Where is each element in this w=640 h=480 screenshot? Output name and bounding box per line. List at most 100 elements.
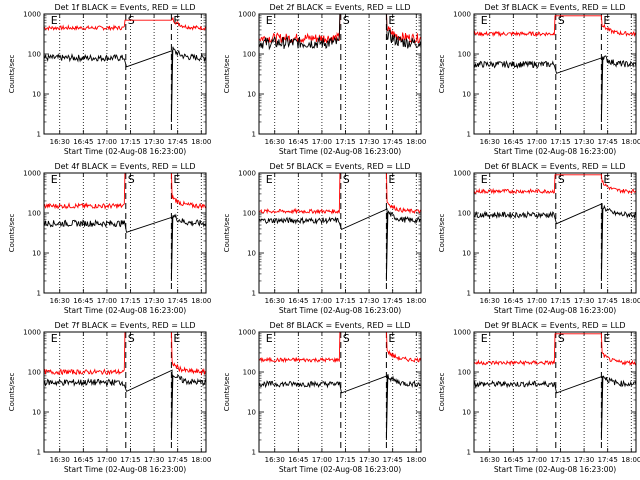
x-tick-label: 17:00	[97, 456, 117, 464]
x-tick-label: 18:00	[621, 138, 640, 146]
x-tick-label: 17:15	[335, 456, 355, 464]
x-tick-label: 17:15	[335, 138, 355, 146]
y-tick-label: 10	[32, 250, 41, 258]
x-tick-label: 17:00	[527, 297, 547, 305]
y-tick-label: 1	[37, 290, 41, 298]
chart-panel-1: Det 1f BLACK = Events, RED = LLD Counts/s…	[8, 3, 211, 156]
y-tick-label: 1000	[238, 11, 256, 19]
y-tick-label: 10	[462, 409, 471, 417]
x-tick-label: 17:30	[144, 456, 164, 464]
marker-label: E	[173, 14, 180, 27]
chart-title: Det 7f BLACK = Events, RED = LLD	[54, 321, 195, 330]
x-tick-label: 16:45	[288, 456, 308, 464]
x-tick-label: 17:30	[144, 297, 164, 305]
x-tick-label: 17:15	[120, 297, 140, 305]
chart-title: Det 1f BLACK = Events, RED = LLD	[54, 3, 195, 12]
y-tick-label: 100	[458, 369, 471, 377]
x-tick-label: 16:45	[73, 138, 93, 146]
x-tick-label: 16:45	[503, 297, 523, 305]
marker-label: E	[266, 14, 273, 27]
series-line-events	[474, 203, 636, 282]
series-line-events	[44, 46, 206, 123]
x-tick-label: 17:45	[598, 138, 618, 146]
x-tick-label: 18:00	[191, 456, 211, 464]
chart-title: Det 5f BLACK = Events, RED = LLD	[269, 162, 410, 171]
x-axis-label: Start Time (02-Aug-08 16:23:00)	[279, 465, 401, 474]
y-tick-label: 10	[32, 91, 41, 99]
series-line-events	[259, 14, 421, 51]
x-tick-label: 16:45	[503, 138, 523, 146]
y-tick-label: 100	[28, 51, 41, 59]
marker-label: E	[603, 173, 610, 186]
y-axis-label: Counts/sec	[223, 373, 231, 412]
x-axis-label: Start Time (02-Aug-08 16:23:00)	[64, 465, 186, 474]
x-tick-label: 16:30	[265, 297, 285, 305]
series-line-lld	[474, 15, 636, 38]
marker-label: E	[266, 332, 273, 345]
chart-panel-8: Det 8f BLACK = Events, RED = LLD Counts/s…	[223, 321, 426, 474]
x-tick-label: 18:00	[191, 297, 211, 305]
y-tick-label: 1000	[23, 170, 41, 178]
chart-panel-7: Det 7f BLACK = Events, RED = LLD Counts/s…	[8, 321, 211, 474]
x-tick-label: 16:30	[265, 138, 285, 146]
x-tick-label: 17:15	[120, 456, 140, 464]
series-line-lld	[44, 332, 206, 376]
x-tick-label: 17:45	[383, 138, 403, 146]
y-tick-label: 10	[247, 250, 256, 258]
marker-label: E	[51, 173, 58, 186]
x-tick-label: 17:45	[598, 456, 618, 464]
y-tick-label: 10	[247, 91, 256, 99]
chart-title: Det 6f BLACK = Events, RED = LLD	[484, 162, 625, 171]
x-tick-label: 18:00	[406, 456, 426, 464]
y-tick-label: 1	[467, 290, 471, 298]
plot-frame	[473, 13, 637, 135]
y-tick-label: 1000	[453, 170, 471, 178]
y-tick-label: 1000	[23, 329, 41, 337]
chart-panel-2: Det 2f BLACK = Events, RED = LLD Counts/s…	[223, 3, 426, 156]
x-tick-label: 16:30	[50, 456, 70, 464]
x-tick-label: 17:30	[574, 297, 594, 305]
marker-label: E	[266, 173, 273, 186]
y-tick-label: 100	[458, 51, 471, 59]
marker-label: E	[51, 14, 58, 27]
x-tick-label: 17:00	[527, 138, 547, 146]
y-tick-label: 1	[467, 449, 471, 457]
y-tick-label: 1000	[453, 329, 471, 337]
y-tick-label: 1	[37, 449, 41, 457]
chart-title: Det 4f BLACK = Events, RED = LLD	[54, 162, 195, 171]
plot-frame	[43, 13, 207, 135]
x-tick-label: 16:45	[288, 138, 308, 146]
chart-panel-6: Det 6f BLACK = Events, RED = LLD Counts/s…	[438, 162, 640, 315]
x-tick-label: 17:15	[335, 297, 355, 305]
y-tick-label: 100	[243, 51, 256, 59]
marker-label: S	[343, 332, 350, 345]
plot-frame	[473, 331, 637, 453]
x-tick-label: 17:15	[120, 138, 140, 146]
x-tick-label: 18:00	[191, 138, 211, 146]
series-line-events	[259, 208, 421, 282]
series-line-lld	[44, 173, 206, 210]
y-tick-label: 100	[243, 210, 256, 218]
chart-panel-4: Det 4f BLACK = Events, RED = LLD Counts/s…	[8, 162, 211, 315]
series-line-lld	[259, 173, 421, 215]
y-tick-label: 1000	[238, 170, 256, 178]
chart-panel-5: Det 5f BLACK = Events, RED = LLD Counts/s…	[223, 162, 426, 315]
y-tick-label: 10	[32, 409, 41, 417]
marker-label: E	[388, 332, 395, 345]
x-axis-label: Start Time (02-Aug-08 16:23:00)	[279, 147, 401, 156]
plot-frame	[473, 172, 637, 294]
marker-label: S	[558, 14, 565, 27]
x-axis-label: Start Time (02-Aug-08 16:23:00)	[494, 147, 616, 156]
series-line-events	[44, 213, 206, 282]
y-axis-label: Counts/sec	[438, 55, 446, 94]
marker-label: E	[603, 332, 610, 345]
x-tick-label: 17:45	[598, 297, 618, 305]
x-tick-label: 17:00	[97, 138, 117, 146]
x-tick-label: 17:30	[359, 297, 379, 305]
x-tick-label: 17:30	[359, 456, 379, 464]
series-line-lld	[474, 174, 636, 195]
y-tick-label: 1	[37, 131, 41, 139]
plot-frame	[258, 331, 422, 453]
x-tick-label: 17:30	[574, 456, 594, 464]
marker-label: S	[343, 14, 350, 27]
